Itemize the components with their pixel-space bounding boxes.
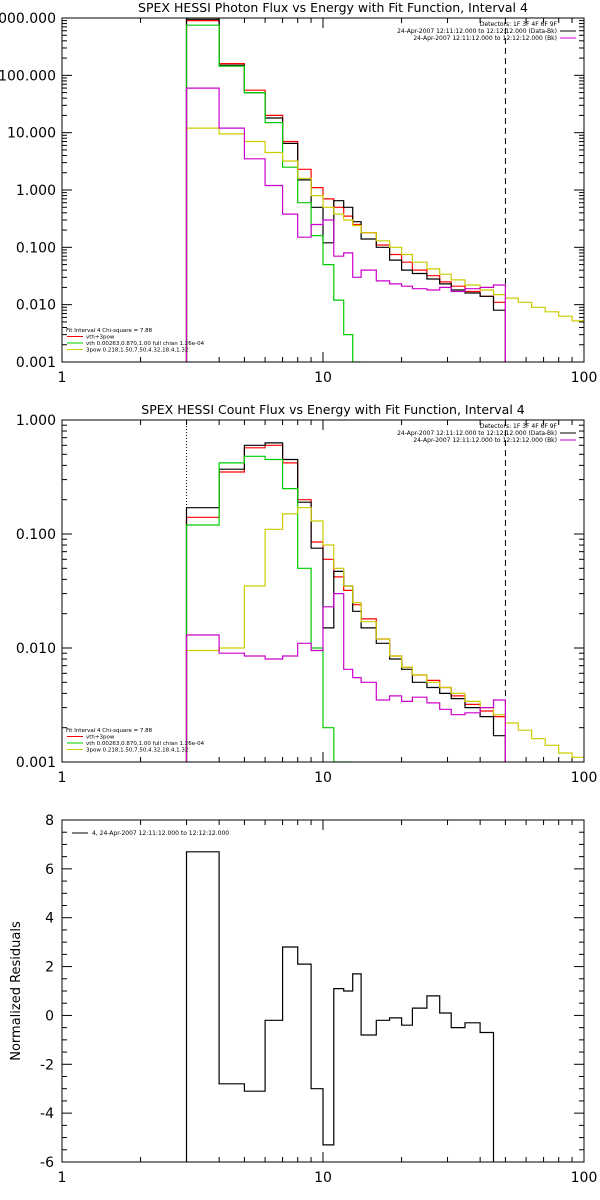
x-tick-label: 1 <box>58 370 67 386</box>
y-tick-label: 1.000 <box>16 183 56 199</box>
series-bk <box>185 593 506 762</box>
series-vth <box>185 455 353 762</box>
y-tick-label: 0.010 <box>16 641 56 657</box>
legend-bottomleft-entry: vth 0.00263,0.870,1.00 full chian 1.26e-… <box>86 741 205 747</box>
y-tick-label: 8 <box>45 813 54 829</box>
y-tick-label: 4 <box>45 911 54 927</box>
legend-bottomleft-entry: vth+3pow <box>86 335 115 341</box>
x-tick-label: 1 <box>58 1170 67 1186</box>
series-3pow <box>185 127 584 362</box>
plot-area <box>185 420 584 762</box>
series-vth <box>185 24 362 362</box>
legend-topright-entry: Detectors: 1F 3F 4F 6F 9F <box>480 21 558 28</box>
y-tick-label: 0 <box>45 1008 54 1024</box>
chart-panel-2: SPEX HESSI Count Flux vs Energy with Fit… <box>16 402 597 786</box>
x-tick-label: 10 <box>314 370 332 386</box>
legend-bottomleft-entry: Fit Interval 4 Chi-square = 7.88 <box>66 328 153 334</box>
chart-panel-3: Normalized Residuals 1 10 100 -6 -4 -2 0 2 4 6 8 4, … <box>9 813 597 1186</box>
chart-panel-1: SPEX HESSI Photon Flux vs Energy with Fi… <box>0 0 597 386</box>
legend-bottomleft-entry: 3pow 0.218,1.50,7.50,4.32,18.4,1.32 <box>86 748 188 754</box>
legend-bottomleft-entry: Fit Interval 4 Chi-square = 7.88 <box>66 728 153 734</box>
x-tick-label: 100 <box>571 370 598 386</box>
series-3pow <box>185 507 584 762</box>
x-tick-label: 10 <box>314 770 332 786</box>
legend-bottomleft-entry: 3pow 0.218,1.50,7.50,4.32,18.4,1.32 <box>86 348 188 354</box>
y-tick-label: 10.000 <box>7 126 56 142</box>
plot-area <box>185 851 495 1162</box>
y-tick-label: 0.001 <box>16 755 56 771</box>
series-4-24-apr-2007-12-11-12-000-to-12-12-12-000 <box>185 851 495 1162</box>
y-tick-label: 6 <box>45 862 54 878</box>
plot-frame <box>61 17 585 363</box>
x-tick-label: 100 <box>571 770 598 786</box>
legend-topright-entry: 24-Apr-2007 12:11:12.000 to 12:12:12.000… <box>413 35 557 42</box>
y-tick-label: 0.100 <box>16 240 56 256</box>
y-tick-label: 1.000 <box>16 413 56 429</box>
series-bk <box>185 87 506 362</box>
legend-bottomleft-entry: vth 0.00263,0.870,1.00 full chian 1.26e-… <box>86 341 205 347</box>
y-axis-label: Normalized Residuals <box>9 921 24 1061</box>
chart-title: SPEX HESSI Count Flux vs Energy with Fit… <box>141 402 524 417</box>
x-tick-label: 100 <box>571 1170 598 1186</box>
legend-entry: 4, 24-Apr-2007 12:11:12.000 to 12:12:12.… <box>92 830 229 837</box>
series-vth-3pow <box>185 20 506 362</box>
series-data-bk <box>185 18 506 362</box>
y-tick-label: -6 <box>40 1155 54 1171</box>
y-tick-label: 100.000 <box>0 68 56 84</box>
chart-title: SPEX HESSI Photon Flux vs Energy with Fi… <box>138 0 528 15</box>
plot-frame <box>61 819 585 1163</box>
y-tick-label: 0.010 <box>16 298 56 314</box>
legend-topright-entry: 24-Apr-2007 12:11:12.000 to 12:12:12.000… <box>397 430 557 437</box>
plot-area <box>185 18 584 362</box>
legend-topright-entry: 24-Apr-2007 12:11:12.000 to 12:12:12.000… <box>413 437 557 444</box>
y-tick-label: -2 <box>40 1057 54 1073</box>
y-tick-label: 2 <box>45 960 54 976</box>
y-tick-label: 0.100 <box>16 527 56 543</box>
legend-bottomleft-entry: vth+3pow <box>86 735 115 741</box>
plot-frame <box>61 419 585 763</box>
legend-topright-entry: 24-Apr-2007 12:11:12.000 to 12:12:12.000… <box>397 28 557 35</box>
x-tick-label: 10 <box>314 1170 332 1186</box>
y-tick-label: -4 <box>40 1106 54 1122</box>
legend-topright-entry: Detectors: 1F 3F 4F 6F 9F <box>480 423 558 430</box>
y-tick-label: 0.001 <box>16 355 56 371</box>
x-tick-label: 1 <box>58 770 67 786</box>
